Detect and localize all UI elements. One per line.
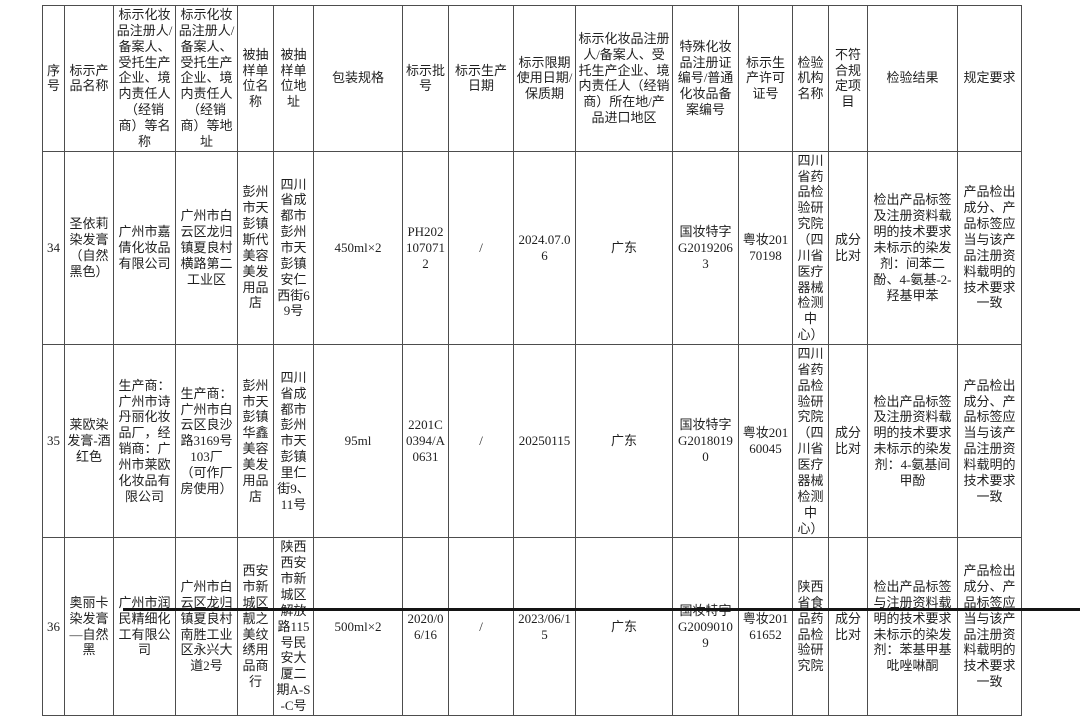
- header-production-license-no: 标示生产许可证号: [738, 5, 793, 152]
- cell-package-spec: 500ml×2: [313, 537, 403, 716]
- header-inspection-result: 检验结果: [867, 5, 958, 152]
- cell-expiry-date: 2023/06/15: [513, 537, 576, 716]
- header-product-name: 标示产品名称: [64, 5, 114, 152]
- cell-sampled-unit-address: 陕西西安市新城区解放路115号民安大厦二期A-S-C号: [273, 537, 314, 716]
- cell-sampled-unit-name: 彭州市天彭镇斯代美容美发用品店: [237, 150, 274, 346]
- cell-inspection-result: 检出产品标签及注册资料载明的技术要求未标示的染发剂：间苯二酚、4-氨基-2-羟基…: [867, 150, 958, 346]
- header-required-standard: 规定要求: [957, 5, 1022, 152]
- header-expiry-date: 标示限期使用日期/保质期: [513, 5, 576, 152]
- header-sampled-unit-address: 被抽样单位地址: [273, 5, 314, 152]
- cell-registrant-address: 广州市白云区龙归镇夏良村横路第二工业区: [175, 150, 238, 346]
- cell-required-standard: 产品检出成分、产品标签应当与该产品注册资料载明的技术要求一致: [957, 537, 1022, 716]
- header-nonconforming-item: 不符合规定项目: [828, 5, 868, 152]
- cell-required-standard: 产品检出成分、产品标签应当与该产品注册资料载明的技术要求一致: [957, 150, 1022, 346]
- header-batch-no: 标示批号: [402, 5, 449, 152]
- cell-package-spec: 95ml: [313, 344, 403, 539]
- cell-registrant-location: 广东: [575, 344, 673, 539]
- cell-serial-no: 34: [42, 150, 65, 346]
- header-inspection-agency: 检验机构名称: [792, 5, 829, 152]
- header-row: 序号 标示产品名称 标示化妆品注册人/备案人、受托生产企业、境内责任人（经销商）…: [42, 5, 1022, 152]
- cell-production-license-no: 粤妆20161652: [738, 537, 793, 716]
- cell-registrant-location: 广东: [575, 150, 673, 346]
- table-row-36: 36 奥丽卡染发膏—自然黑 广州市润民精细化工有限公司 广州市白云区龙归镇夏良村…: [42, 537, 1022, 716]
- cell-nonconforming-item: 成分比对: [828, 344, 868, 539]
- cell-inspection-agency: 陕西省食品药品检验研究院: [792, 537, 829, 716]
- header-sampled-unit-name: 被抽样单位名称: [237, 5, 274, 152]
- cell-inspection-agency: 四川省药品检验研究院（四川省医疗器械检测中心）: [792, 150, 829, 346]
- cell-batch-no: 2201C0394/A0631: [402, 344, 449, 539]
- cell-registrant-address: 广州市白云区龙归镇夏良村南胜工业区永兴大道2号: [175, 537, 238, 716]
- cell-registrant-name: 广州市润民精细化工有限公司: [113, 537, 176, 716]
- cell-sampled-unit-name: 西安市新城区靓之美纹绣用品商行: [237, 537, 274, 716]
- cell-production-license-no: 粤妆20160045: [738, 344, 793, 539]
- cell-production-date: /: [448, 537, 514, 716]
- cell-sampled-unit-name: 彭州市天彭镇华鑫美容美发用品店: [237, 344, 274, 539]
- cell-serial-no: 36: [42, 537, 65, 716]
- cell-inspection-agency: 四川省药品检验研究院（四川省医疗器械检测中心）: [792, 344, 829, 539]
- cell-expiry-date: 20250115: [513, 344, 576, 539]
- cell-batch-no: PH2021070712: [402, 150, 449, 346]
- cell-inspection-result: 检出产品标签及注册资料载明的技术要求未标示的染发剂：4-氨基间甲酚: [867, 344, 958, 539]
- cell-production-date: /: [448, 150, 514, 346]
- page-bottom-rule: [123, 608, 1080, 611]
- header-package-spec: 包装规格: [313, 5, 403, 152]
- cell-expiry-date: 2024.07.06: [513, 150, 576, 346]
- cell-package-spec: 450ml×2: [313, 150, 403, 346]
- cell-product-name: 莱欧染发膏-酒红色: [64, 344, 114, 539]
- cell-registrant-location: 广东: [575, 537, 673, 716]
- header-registrant-address: 标示化妆品注册人/备案人、受托生产企业、境内责任人（经销商）等地址: [175, 5, 238, 152]
- cell-production-date: /: [448, 344, 514, 539]
- cell-sampled-unit-address: 四川省成都市彭州市天彭镇里仁街9、11号: [273, 344, 314, 539]
- cell-sampled-unit-address: 四川省成都市彭州市天彭镇安仁西街69号: [273, 150, 314, 346]
- header-registrant-name: 标示化妆品注册人/备案人、受托生产企业、境内责任人（经销商）等名称: [113, 5, 176, 152]
- cell-inspection-result: 检出产品标签与注册资料载明的技术要求未标示的染发剂：苯基甲基吡唑啉酮: [867, 537, 958, 716]
- header-registration-cert-no: 特殊化妆品注册证编号/普通化妆品备案编号: [672, 5, 739, 152]
- cell-nonconforming-item: 成分比对: [828, 150, 868, 346]
- table-row-35: 35 莱欧染发膏-酒红色 生产商：广州市诗丹丽化妆品厂，经销商：广州市莱欧化妆品…: [42, 344, 1022, 539]
- cell-registration-cert-no: 国妆特字G20180190: [672, 344, 739, 539]
- cell-registration-cert-no: 国妆特字G20192063: [672, 150, 739, 346]
- cell-nonconforming-item: 成分比对: [828, 537, 868, 716]
- cell-production-license-no: 粤妆20170198: [738, 150, 793, 346]
- header-serial-no: 序号: [42, 5, 65, 152]
- cell-registrant-name: 广州市嘉倩化妆品有限公司: [113, 150, 176, 346]
- header-production-date: 标示生产日期: [448, 5, 514, 152]
- cell-product-name: 圣依莉染发膏（自然黑色）: [64, 150, 114, 346]
- cell-registrant-address: 生产商：广州市白云区良沙路3169号103厂（可作厂房使用）: [175, 344, 238, 539]
- cell-registrant-name: 生产商：广州市诗丹丽化妆品厂，经销商：广州市莱欧化妆品有限公司: [113, 344, 176, 539]
- cell-required-standard: 产品检出成分、产品标签应当与该产品注册资料载明的技术要求一致: [957, 344, 1022, 539]
- header-registrant-location: 标示化妆品注册人/备案人、受托生产企业、境内责任人（经销商）所在地/产品进口地区: [575, 5, 673, 152]
- table-row-34: 34 圣依莉染发膏（自然黑色） 广州市嘉倩化妆品有限公司 广州市白云区龙归镇夏良…: [42, 150, 1022, 346]
- cell-product-name: 奥丽卡染发膏—自然黑: [64, 537, 114, 716]
- cell-registration-cert-no: 国妆特字G20090109: [672, 537, 739, 716]
- cell-batch-no: 2020/06/16: [402, 537, 449, 716]
- cell-serial-no: 35: [42, 344, 65, 539]
